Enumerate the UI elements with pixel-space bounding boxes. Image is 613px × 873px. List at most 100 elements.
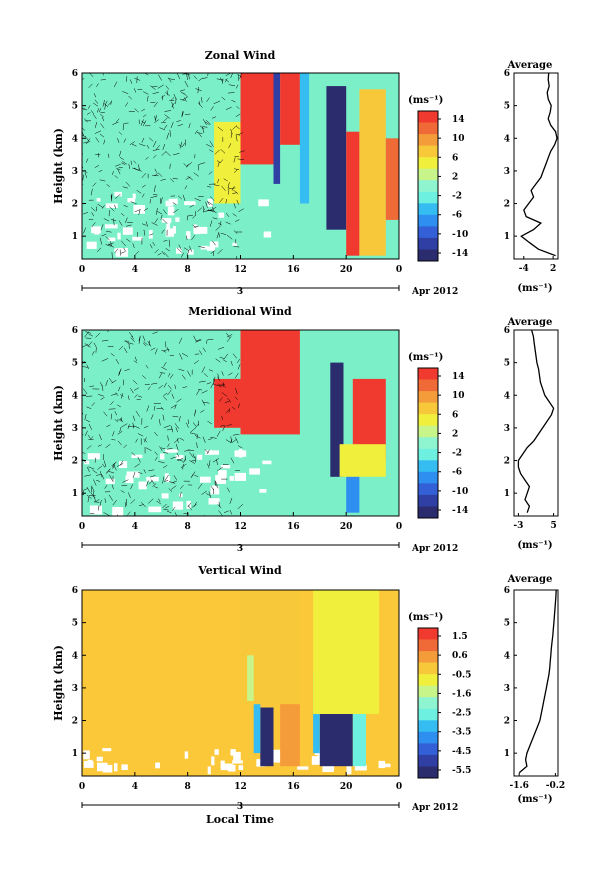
x-tick-label: 4	[132, 782, 138, 792]
wind-barb	[91, 222, 96, 228]
zonal-gap	[176, 247, 182, 254]
wind-barb	[88, 83, 93, 88]
wind-barb	[106, 230, 112, 233]
wind-barb	[222, 425, 226, 432]
wind-barb	[169, 163, 171, 169]
vertical-region-6	[313, 590, 380, 714]
wind-barb	[103, 411, 108, 417]
wind-barb	[219, 384, 226, 386]
wind-barb	[202, 77, 208, 79]
vertical-gap	[346, 766, 352, 775]
wind-barb	[234, 169, 238, 173]
profile-y-tick-label: 3	[504, 167, 510, 177]
zonal-gap	[115, 248, 128, 257]
wind-barb	[101, 205, 105, 209]
wind-barb	[180, 252, 184, 258]
wind-barb	[151, 222, 158, 226]
wind-barb	[86, 466, 90, 473]
wind-barb	[150, 347, 156, 351]
wind-barb	[198, 101, 201, 106]
wind-barb	[148, 469, 155, 472]
wind-barb	[126, 238, 131, 243]
wind-barb	[160, 214, 163, 220]
wind-barb	[167, 435, 169, 441]
meridional-gap	[165, 476, 171, 483]
wind-barb	[186, 215, 189, 221]
wind-barb	[84, 331, 89, 338]
wind-barb	[132, 243, 135, 248]
vertical-region-7	[247, 655, 254, 701]
wind-barb	[152, 331, 158, 334]
wind-barb	[225, 73, 231, 77]
wind-barb	[198, 246, 205, 248]
wind-barb	[103, 139, 106, 145]
wind-barb	[99, 434, 102, 441]
wind-barb	[121, 162, 126, 165]
colorbar-tick-label: -10	[452, 487, 468, 497]
wind-barb	[235, 84, 239, 89]
wind-barb	[153, 101, 158, 108]
vertical-gap	[271, 754, 283, 763]
wind-barb	[84, 413, 87, 421]
wind-barb	[184, 80, 189, 88]
wind-barb	[169, 355, 174, 357]
wind-barb	[234, 396, 238, 400]
wind-barb	[107, 330, 109, 333]
wind-barb	[181, 352, 189, 357]
wind-barb	[156, 500, 162, 505]
wind-barb	[206, 339, 208, 344]
wind-barb	[160, 197, 163, 204]
wind-barb	[120, 251, 126, 254]
wind-barb	[194, 198, 201, 202]
wind-barb	[217, 373, 220, 380]
wind-barb	[135, 410, 140, 417]
wind-barb	[168, 481, 176, 484]
wind-barb	[228, 408, 230, 413]
wind-barb	[82, 132, 85, 137]
wind-barb	[86, 486, 91, 493]
wind-barb	[170, 178, 175, 183]
wind-barb	[195, 339, 202, 343]
wind-barb	[143, 425, 149, 429]
wind-barb	[182, 73, 188, 75]
wind-barb	[236, 358, 241, 364]
wind-barb	[210, 383, 214, 389]
wind-barb	[88, 423, 93, 430]
zonal-region-8	[385, 138, 399, 220]
wind-barb	[119, 150, 122, 157]
wind-barb	[176, 398, 182, 403]
wind-barb	[187, 449, 195, 451]
wind-barb	[142, 335, 146, 341]
wind-barb	[111, 461, 117, 467]
wind-barb	[86, 445, 92, 450]
wind-barb	[166, 347, 170, 352]
zonal-gap	[133, 205, 145, 214]
colorbar-frame	[417, 110, 439, 262]
wind-barb	[112, 464, 116, 469]
wind-barb	[230, 457, 235, 464]
zonal-gap	[107, 237, 116, 242]
wind-barb	[170, 485, 177, 490]
profile-y-tick-label: 4	[504, 651, 510, 661]
wind-barb	[141, 193, 145, 198]
wind-barb	[172, 480, 177, 483]
wind-barb	[185, 74, 191, 76]
wind-barb	[150, 479, 155, 485]
colorbar-tick-label: -0.5	[452, 670, 471, 680]
wind-barb	[217, 161, 220, 167]
meridional-gap	[229, 476, 234, 481]
wind-barb	[93, 93, 97, 98]
wind-barb	[231, 99, 236, 103]
wind-barb	[171, 506, 176, 511]
vertical-cbar-unit: (ms⁻¹)	[408, 612, 443, 623]
zonal-timeline	[81, 285, 400, 291]
wind-barb	[224, 400, 230, 404]
zonal-gap	[148, 230, 153, 239]
wind-barb	[110, 100, 112, 105]
wind-barb	[143, 207, 149, 211]
wind-barb	[158, 498, 161, 503]
profile-y-tick-label: 5	[504, 102, 510, 112]
zonal-gap	[187, 249, 194, 255]
meridional-wind-barbs	[82, 330, 244, 516]
wind-barb	[225, 198, 227, 204]
